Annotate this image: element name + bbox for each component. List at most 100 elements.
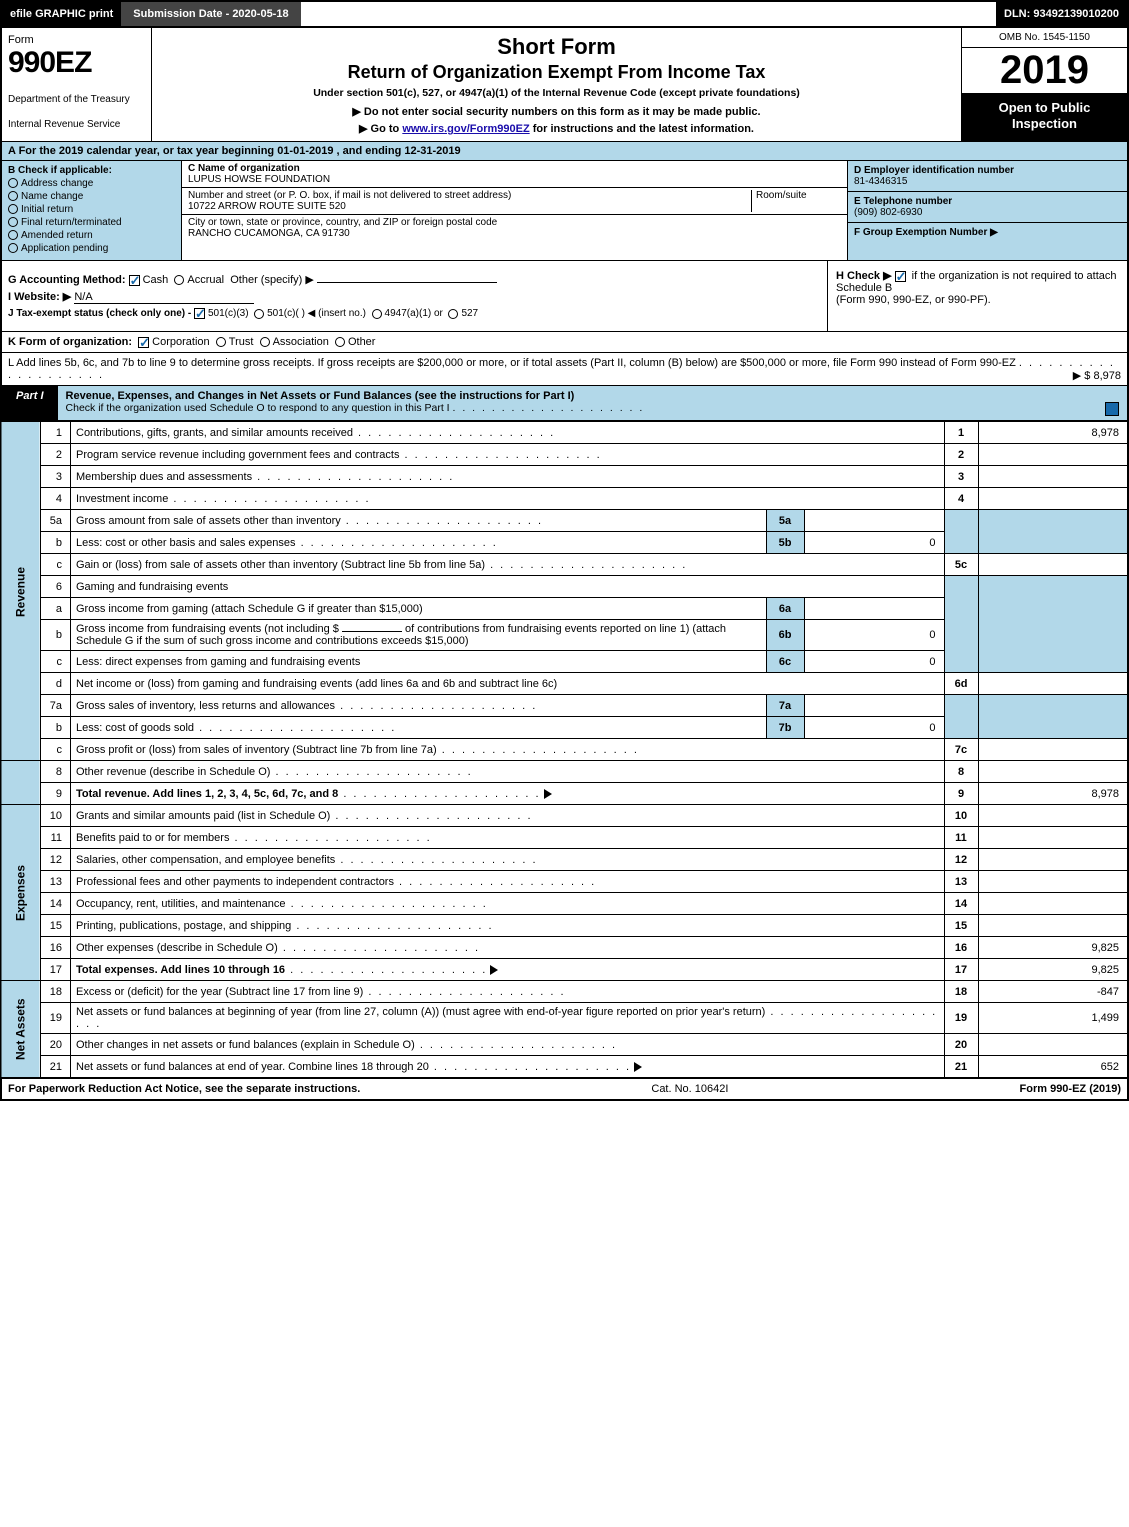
l7c-t: Gross profit or (loss) from sales of inv… xyxy=(71,739,945,761)
row-k: K Form of organization: Corporation Trus… xyxy=(0,332,1129,353)
l7a-mv xyxy=(804,695,944,717)
cb-h[interactable] xyxy=(895,271,906,282)
subtitle-goto: ▶ Go to www.irs.gov/Form990EZ for instru… xyxy=(162,122,951,135)
other-blank[interactable] xyxy=(317,282,497,283)
l5a-n: 5a xyxy=(41,510,71,532)
irs-link[interactable]: www.irs.gov/Form990EZ xyxy=(402,123,529,135)
line-6: 6 Gaming and fundraising events xyxy=(1,576,1128,598)
l21-v: 652 xyxy=(978,1056,1128,1078)
line-7a: 7a Gross sales of inventory, less return… xyxy=(1,695,1128,717)
l19-n: 19 xyxy=(41,1003,71,1034)
box-f: F Group Exemption Number ▶ xyxy=(848,223,1127,242)
l5b-t: Less: cost or other basis and sales expe… xyxy=(71,532,767,554)
cb-501c[interactable] xyxy=(254,309,264,319)
cb-schedule-o[interactable] xyxy=(1105,402,1119,416)
l9-v: 8,978 xyxy=(978,783,1128,805)
l7a-n: 7a xyxy=(41,695,71,717)
cb-pending[interactable]: Application pending xyxy=(8,243,175,254)
box-c: C Name of organization LUPUS HOWSE FOUND… xyxy=(182,161,847,260)
l10-c: 10 xyxy=(944,805,978,827)
line-11: 11Benefits paid to or for members11 xyxy=(1,827,1128,849)
cb-amended[interactable]: Amended return xyxy=(8,230,175,241)
l18-v: -847 xyxy=(978,981,1128,1003)
topbar-spacer xyxy=(301,2,996,26)
cb-cash[interactable] xyxy=(129,275,140,286)
side-expenses: Expenses xyxy=(1,805,41,981)
page-footer: For Paperwork Reduction Act Notice, see … xyxy=(0,1078,1129,1101)
side-netassets: Net Assets xyxy=(1,981,41,1078)
cb-corp[interactable] xyxy=(138,337,149,348)
line-6d: d Net income or (loss) from gaming and f… xyxy=(1,673,1128,695)
part1-table: Revenue 1 Contributions, gifts, grants, … xyxy=(0,421,1129,1078)
c-city-row: City or town, state or province, country… xyxy=(182,215,847,241)
line-12: 12Salaries, other compensation, and empl… xyxy=(1,849,1128,871)
l4-v xyxy=(978,488,1128,510)
cb-501c3[interactable] xyxy=(194,308,205,319)
cb-assoc[interactable] xyxy=(260,337,270,347)
irs-label: Internal Revenue Service xyxy=(8,119,145,130)
cb-other-org[interactable] xyxy=(335,337,345,347)
j-label: J Tax-exempt status (check only one) - xyxy=(8,308,191,319)
l16-t: Other expenses (describe in Schedule O) xyxy=(71,937,945,959)
l7b-t: Less: cost of goods sold xyxy=(71,717,767,739)
goto-post: for instructions and the latest informat… xyxy=(530,123,754,135)
l7b-mv: 0 xyxy=(804,717,944,739)
row-ghi: G Accounting Method: Cash Accrual Other … xyxy=(0,261,1129,332)
l9-n: 9 xyxy=(41,783,71,805)
l5b-mc: 5b xyxy=(766,532,804,554)
l20-t: Other changes in net assets or fund bala… xyxy=(71,1034,945,1056)
l5a-mc: 5a xyxy=(766,510,804,532)
l13-n: 13 xyxy=(41,871,71,893)
cb-address-change[interactable]: Address change xyxy=(8,178,175,189)
cb-name-change[interactable]: Name change xyxy=(8,191,175,202)
triangle-icon-21 xyxy=(634,1062,642,1072)
l6b-t: Gross income from fundraising events (no… xyxy=(71,620,767,651)
box-def: D Employer identification number 81-4346… xyxy=(847,161,1127,260)
cb-accrual[interactable] xyxy=(174,275,184,285)
l6b-n: b xyxy=(41,620,71,651)
l6a-n: a xyxy=(41,598,71,620)
dept-treasury: Department of the Treasury xyxy=(8,94,145,105)
foot-left: For Paperwork Reduction Act Notice, see … xyxy=(8,1083,360,1095)
triangle-icon-17 xyxy=(490,965,498,975)
l21-c: 21 xyxy=(944,1056,978,1078)
l6a-mv xyxy=(804,598,944,620)
i-label: I Website: ▶ xyxy=(8,291,71,303)
city-label: City or town, state or province, country… xyxy=(188,217,497,228)
cb-527[interactable] xyxy=(448,309,458,319)
c-addr-row: Number and street (or P. O. box, if mail… xyxy=(182,188,847,215)
efile-label[interactable]: efile GRAPHIC print xyxy=(2,2,121,26)
l5c-t: Gain or (loss) from sale of assets other… xyxy=(71,554,945,576)
l1-v: 8,978 xyxy=(978,422,1128,444)
l4-c: 4 xyxy=(944,488,978,510)
l14-v xyxy=(978,893,1128,915)
l12-c: 12 xyxy=(944,849,978,871)
l5-greyval xyxy=(978,510,1128,554)
cb-initial-return[interactable]: Initial return xyxy=(8,204,175,215)
l5-greybox xyxy=(944,510,978,554)
l7c-v xyxy=(978,739,1128,761)
l8-c: 8 xyxy=(944,761,978,783)
l6d-v xyxy=(978,673,1128,695)
c-org-row: C Name of organization LUPUS HOWSE FOUND… xyxy=(182,161,847,188)
line-20: 20Other changes in net assets or fund ba… xyxy=(1,1034,1128,1056)
l15-t: Printing, publications, postage, and shi… xyxy=(71,915,945,937)
l19-v: 1,499 xyxy=(978,1003,1128,1034)
l7-greyval xyxy=(978,695,1128,739)
l7a-t: Gross sales of inventory, less returns a… xyxy=(71,695,767,717)
l5c-v xyxy=(978,554,1128,576)
cb-4947[interactable] xyxy=(372,309,382,319)
l7b-mc: 7b xyxy=(766,717,804,739)
cb-final-return[interactable]: Final return/terminated xyxy=(8,217,175,228)
l5c-c: 5c xyxy=(944,554,978,576)
l6b-blank[interactable] xyxy=(342,631,402,632)
k-o3: Association xyxy=(273,336,329,348)
l16-n: 16 xyxy=(41,937,71,959)
row-a-taxyear: A For the 2019 calendar year, or tax yea… xyxy=(0,142,1129,161)
line-18: Net Assets 18Excess or (deficit) for the… xyxy=(1,981,1128,1003)
line-5c: c Gain or (loss) from sale of assets oth… xyxy=(1,554,1128,576)
line-21: 21Net assets or fund balances at end of … xyxy=(1,1056,1128,1078)
cb-trust[interactable] xyxy=(216,337,226,347)
goto-pre: ▶ Go to xyxy=(359,123,402,135)
l8-n: 8 xyxy=(41,761,71,783)
